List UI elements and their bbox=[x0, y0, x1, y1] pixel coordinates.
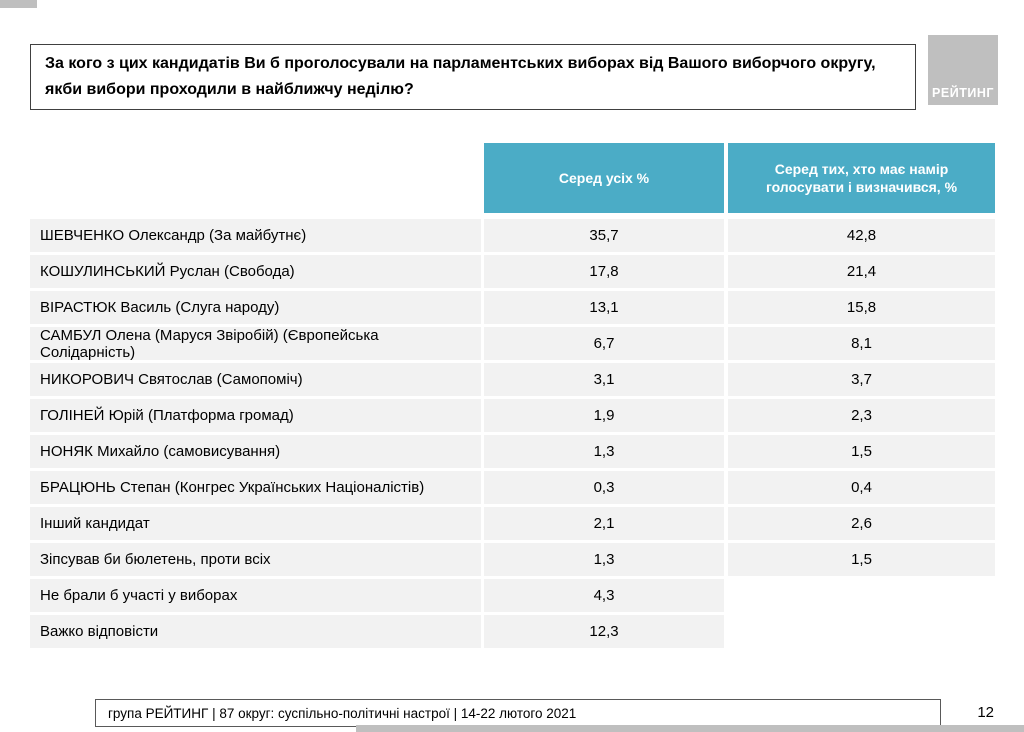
value-among-decided: 42,8 bbox=[728, 219, 995, 252]
candidate-name: КОШУЛИНСЬКИЙ Руслан (Свобода) bbox=[30, 255, 481, 288]
candidate-name: САМБУЛ Олена (Маруся Звіробій) (Європейс… bbox=[30, 327, 481, 361]
candidate-name: БРАЦЮНЬ Степан (Конгрес Українських Наці… bbox=[30, 471, 481, 504]
answer-label: Зіпсував би бюлетень, проти всіх bbox=[30, 543, 481, 576]
table-row: НОНЯК Михайло (самовисування) 1,3 1,5 bbox=[30, 435, 995, 468]
value-among-all: 2,1 bbox=[484, 507, 724, 540]
column-header-among-all: Серед усіх % bbox=[484, 143, 724, 213]
value-among-decided-empty bbox=[728, 615, 995, 648]
candidate-name: ГОЛІНЕЙ Юрій (Платформа громад) bbox=[30, 399, 481, 432]
candidate-name: НОНЯК Михайло (самовисування) bbox=[30, 435, 481, 468]
candidate-name: НИКОРОВИЧ Святослав (Самопоміч) bbox=[30, 363, 481, 396]
value-among-all: 1,9 bbox=[484, 399, 724, 432]
value-among-all: 1,3 bbox=[484, 543, 724, 576]
value-among-decided: 3,7 bbox=[728, 363, 995, 396]
value-among-decided: 2,6 bbox=[728, 507, 995, 540]
table-row: ВІРАСТЮК Василь (Слуга народу) 13,1 15,8 bbox=[30, 291, 995, 324]
table-row: Інший кандидат 2,1 2,6 bbox=[30, 507, 995, 540]
value-among-all: 6,7 bbox=[484, 327, 724, 360]
question-title-box: За кого з цих кандидатів Ви б проголосув… bbox=[30, 44, 916, 110]
answer-label: Не брали б участі у виборах bbox=[30, 579, 481, 612]
table-row: ГОЛІНЕЙ Юрій (Платформа громад) 1,9 2,3 bbox=[30, 399, 995, 432]
table-row: Зіпсував би бюлетень, проти всіх 1,3 1,5 bbox=[30, 543, 995, 576]
value-among-all: 1,3 bbox=[484, 435, 724, 468]
value-among-all: 17,8 bbox=[484, 255, 724, 288]
table-row: КОШУЛИНСЬКИЙ Руслан (Свобода) 17,8 21,4 bbox=[30, 255, 995, 288]
value-among-all: 35,7 bbox=[484, 219, 724, 252]
footer-text: група РЕЙТИНГ | 87 округ: суспільно-полі… bbox=[108, 705, 577, 721]
table-row: Не брали б участі у виборах 4,3 bbox=[30, 579, 995, 612]
value-among-decided-empty bbox=[728, 579, 995, 612]
rating-logo-text: РЕЙТИНГ bbox=[932, 86, 994, 100]
column-header-among-decided: Серед тих, хто має намір голосувати і ви… bbox=[728, 143, 995, 213]
value-among-decided: 8,1 bbox=[728, 327, 995, 360]
value-among-decided: 0,4 bbox=[728, 471, 995, 504]
value-among-decided: 15,8 bbox=[728, 291, 995, 324]
value-among-decided: 1,5 bbox=[728, 435, 995, 468]
table-row: НИКОРОВИЧ Святослав (Самопоміч) 3,1 3,7 bbox=[30, 363, 995, 396]
value-among-decided: 21,4 bbox=[728, 255, 995, 288]
value-among-all: 3,1 bbox=[484, 363, 724, 396]
bottom-decoration bbox=[356, 725, 1024, 732]
value-among-decided: 1,5 bbox=[728, 543, 995, 576]
candidate-name: ВІРАСТЮК Василь (Слуга народу) bbox=[30, 291, 481, 324]
answer-label: Важко відповісти bbox=[30, 615, 481, 648]
table-row: ШЕВЧЕНКО Олександр (За майбутнє) 35,7 42… bbox=[30, 219, 995, 252]
results-table: ШЕВЧЕНКО Олександр (За майбутнє) 35,7 42… bbox=[30, 219, 995, 648]
footer: група РЕЙТИНГ | 87 округ: суспільно-полі… bbox=[95, 699, 941, 727]
value-among-all: 0,3 bbox=[484, 471, 724, 504]
value-among-all: 13,1 bbox=[484, 291, 724, 324]
value-among-decided: 2,3 bbox=[728, 399, 995, 432]
candidate-name: ШЕВЧЕНКО Олександр (За майбутнє) bbox=[30, 219, 481, 252]
table-row: Важко відповісти 12,3 bbox=[30, 615, 995, 648]
rating-group-logo: РЕЙТИНГ bbox=[928, 35, 998, 105]
value-among-all: 4,3 bbox=[484, 579, 724, 612]
answer-label: Інший кандидат bbox=[30, 507, 481, 540]
question-title: За кого з цих кандидатів Ви б проголосув… bbox=[45, 55, 876, 98]
page-number: 12 bbox=[977, 704, 994, 721]
table-row: БРАЦЮНЬ Степан (Конгрес Українських Наці… bbox=[30, 471, 995, 504]
table-row: САМБУЛ Олена (Маруся Звіробій) (Європейс… bbox=[30, 327, 995, 361]
top-left-decoration bbox=[0, 0, 37, 8]
value-among-all: 12,3 bbox=[484, 615, 724, 648]
